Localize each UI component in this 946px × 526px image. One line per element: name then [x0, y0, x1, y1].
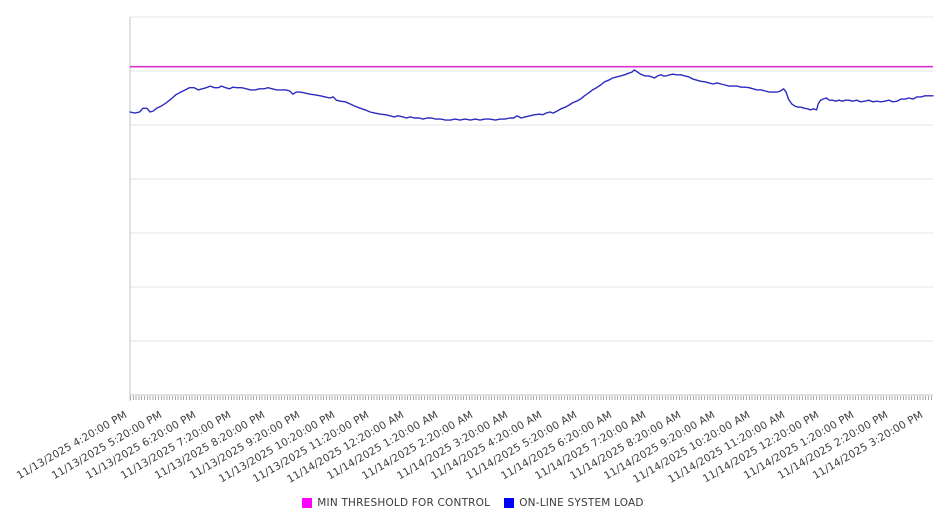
legend-item-online-system-load[interactable]: ON-LINE SYSTEM LOAD — [504, 497, 644, 509]
legend-item-min-threshold-for-control[interactable]: MIN THRESHOLD FOR CONTROL — [302, 497, 490, 509]
legend-swatch-magenta-icon — [302, 498, 313, 508]
legend-label-online-system-load: ON-LINE SYSTEM LOAD — [519, 497, 644, 509]
x-axis-minor-ticks — [130, 396, 933, 400]
legend-swatch-blue-icon — [504, 498, 515, 508]
system-load-line — [129, 69, 934, 121]
legend: MIN THRESHOLD FOR CONTROL ON-LINE SYSTEM… — [0, 497, 946, 509]
legend-label-min-threshold: MIN THRESHOLD FOR CONTROL — [317, 497, 491, 509]
